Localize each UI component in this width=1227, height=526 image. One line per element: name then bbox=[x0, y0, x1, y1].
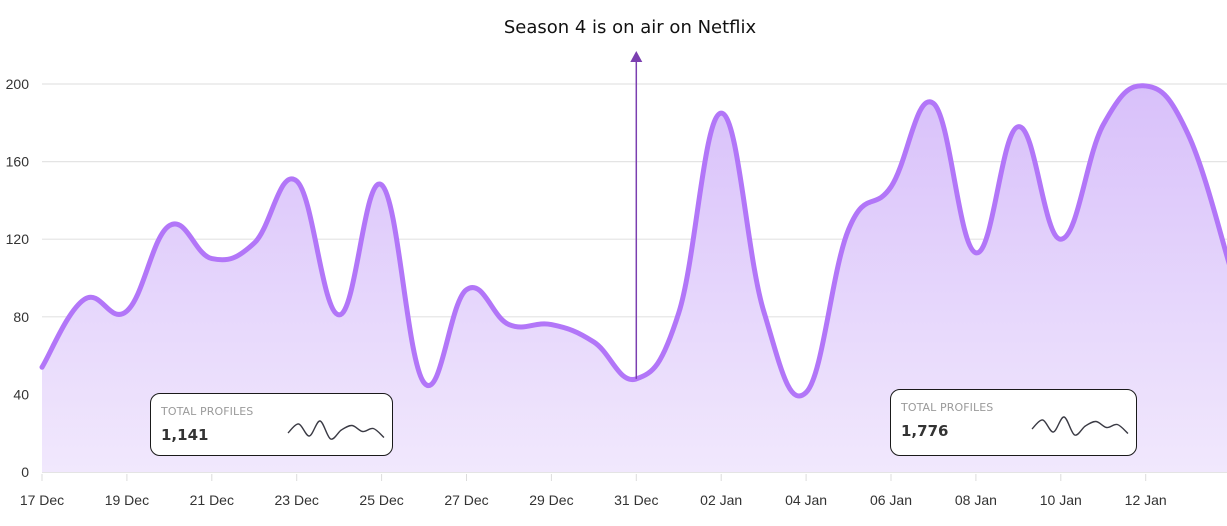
data-line[interactable] bbox=[39, 83, 1227, 399]
card-label: TOTAL PROFILES bbox=[901, 401, 994, 414]
sparkline-icon bbox=[1031, 416, 1129, 436]
svg-text:31 Dec: 31 Dec bbox=[614, 492, 658, 508]
x-axis: 17 Dec 19 Dec 21 Dec 23 Dec 25 Dec 27 Dec 29 D… bbox=[20, 474, 1167, 508]
card-value: 1,141 bbox=[161, 426, 209, 444]
card-value: 1,776 bbox=[901, 422, 949, 440]
svg-text:80: 80 bbox=[13, 309, 29, 325]
svg-text:120: 120 bbox=[6, 231, 30, 247]
svg-text:40: 40 bbox=[13, 386, 29, 402]
svg-text:06 Jan: 06 Jan bbox=[870, 492, 912, 508]
total-profiles-card-1[interactable]: TOTAL PROFILES 1,141 bbox=[150, 393, 393, 456]
svg-text:21 Dec: 21 Dec bbox=[190, 492, 234, 508]
sparkline-icon bbox=[287, 420, 385, 440]
card-label: TOTAL PROFILES bbox=[161, 405, 254, 418]
svg-text:200: 200 bbox=[6, 76, 30, 92]
total-profiles-card-2[interactable]: TOTAL PROFILES 1,776 bbox=[890, 389, 1137, 456]
svg-text:23 Dec: 23 Dec bbox=[275, 492, 319, 508]
svg-text:08 Jan: 08 Jan bbox=[955, 492, 997, 508]
svg-text:17 Dec: 17 Dec bbox=[20, 492, 64, 508]
svg-text:10 Jan: 10 Jan bbox=[1040, 492, 1082, 508]
svg-text:25 Dec: 25 Dec bbox=[359, 492, 403, 508]
svg-text:12 Jan: 12 Jan bbox=[1125, 492, 1167, 508]
svg-text:160: 160 bbox=[6, 154, 30, 170]
svg-text:04 Jan: 04 Jan bbox=[785, 492, 827, 508]
area-fill bbox=[42, 85, 1227, 472]
svg-text:02 Jan: 02 Jan bbox=[700, 492, 742, 508]
annotation-arrow bbox=[630, 51, 643, 379]
svg-text:27 Dec: 27 Dec bbox=[444, 492, 488, 508]
svg-text:0: 0 bbox=[21, 464, 29, 480]
svg-text:19 Dec: 19 Dec bbox=[105, 492, 149, 508]
svg-text:29 Dec: 29 Dec bbox=[529, 492, 573, 508]
y-axis: 0 40 80 120 160 200 bbox=[6, 76, 30, 480]
annotation-label: Season 4 is on air on Netflix bbox=[503, 17, 757, 38]
